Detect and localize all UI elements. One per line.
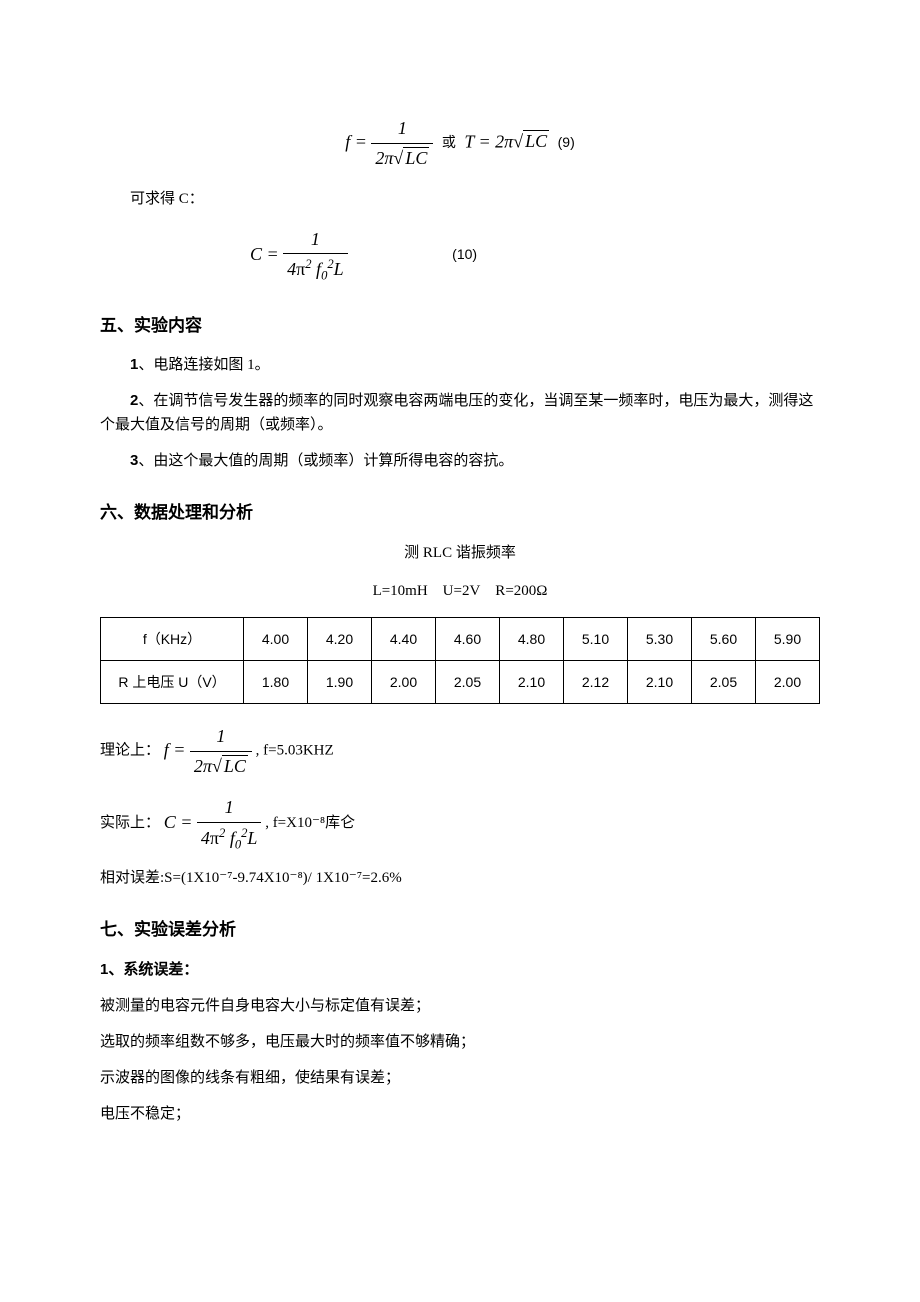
fraction-1-over-2pi-sqrt-lc: 1 2π√LC bbox=[371, 114, 433, 173]
actual-formula: C = 1 4π2 f02L bbox=[164, 793, 262, 855]
section-7-title: 七、实验误差分析 bbox=[100, 916, 820, 943]
f-lhs: f = bbox=[345, 131, 367, 151]
numerator-c: 1 bbox=[283, 225, 348, 255]
theory-suffix: , f=5.03KHZ bbox=[256, 743, 334, 759]
section5-p3: 3、由这个最大值的周期（或频率）计算所得电容的容抗。 bbox=[100, 449, 820, 473]
freq-cell: 4.00 bbox=[244, 617, 308, 660]
p2-text: 、在调节信号发生器的频率的同时观察电容两端电压的变化，当调至某一频率时，电压为最… bbox=[100, 393, 813, 433]
table-row-freq: f（KHz） 4.00 4.20 4.40 4.60 4.80 5.10 5.3… bbox=[101, 617, 820, 660]
volt-cell: 1.90 bbox=[308, 660, 372, 703]
p3-text: 、由这个最大值的周期（或频率）计算所得电容的容抗。 bbox=[138, 453, 513, 469]
freq-cell: 4.20 bbox=[308, 617, 372, 660]
freq-label: f（KHz） bbox=[101, 617, 244, 660]
volt-cell: 1.80 bbox=[244, 660, 308, 703]
section-5-title: 五、实验内容 bbox=[100, 312, 820, 339]
theory-line: 理论上： f = 1 2π√LC , f=5.03KHZ bbox=[100, 722, 820, 781]
theory-prefix: 理论上： bbox=[100, 743, 160, 759]
p1-text: 、电路连接如图 1。 bbox=[138, 357, 269, 373]
volt-cell: 2.12 bbox=[564, 660, 628, 703]
theory-rad: LC bbox=[222, 755, 248, 776]
freq-cell: 4.40 bbox=[372, 617, 436, 660]
volt-cell: 2.00 bbox=[372, 660, 436, 703]
theory-lhs: f = bbox=[164, 740, 186, 760]
volt-cell: 2.10 bbox=[628, 660, 692, 703]
section7-p3: 示波器的图像的线条有粗细，使结果有误差； bbox=[100, 1066, 820, 1090]
freq-cell: 4.60 bbox=[436, 617, 500, 660]
freq-cell: 5.10 bbox=[564, 617, 628, 660]
relative-error: 相对误差:S=(1X10⁻⁷-9.74X10⁻⁸)/ 1X10⁻⁷=2.6% bbox=[100, 866, 820, 890]
voltage-label: R 上电压 U（V） bbox=[101, 660, 244, 703]
sqrt-lc-2: LC bbox=[523, 130, 549, 151]
freq-cell: 5.90 bbox=[756, 617, 820, 660]
volt-cell: 2.10 bbox=[500, 660, 564, 703]
equation-number-9: (9) bbox=[558, 134, 575, 150]
table-params: L=10mH U=2V R=200Ω bbox=[100, 579, 820, 603]
section7-p4: 电压不稳定； bbox=[100, 1102, 820, 1126]
volt-cell: 2.05 bbox=[692, 660, 756, 703]
volt-cell: 2.05 bbox=[436, 660, 500, 703]
section7-p2: 选取的频率组数不够多，电压最大时的频率值不够精确； bbox=[100, 1030, 820, 1054]
sqrt-lc: LC bbox=[403, 147, 429, 168]
formula-9: f = 1 2π√LC 或 T = 2π√LC (9) bbox=[100, 114, 820, 173]
table-row-voltage: R 上电压 U（V） 1.80 1.90 2.00 2.05 2.10 2.12… bbox=[101, 660, 820, 703]
formula-10: C = 1 4π2 f02L (10) bbox=[100, 225, 820, 287]
systematic-error-heading: 1、系统误差： bbox=[100, 958, 820, 982]
t-lhs: T = 2π bbox=[464, 131, 513, 151]
actual-lhs: C = bbox=[164, 812, 193, 832]
derive-c-text: 可求得 C： bbox=[100, 187, 820, 211]
data-table: f（KHz） 4.00 4.20 4.40 4.60 4.80 5.10 5.3… bbox=[100, 617, 820, 705]
numerator: 1 bbox=[371, 114, 433, 144]
freq-cell: 5.30 bbox=[628, 617, 692, 660]
theory-num: 1 bbox=[190, 722, 252, 752]
theory-den-prefix: 2π bbox=[194, 756, 212, 776]
denominator: 2π√LC bbox=[371, 144, 433, 173]
section-6-title: 六、数据处理和分析 bbox=[100, 499, 820, 526]
table-title: 测 RLC 谐振频率 bbox=[100, 541, 820, 565]
actual-num: 1 bbox=[197, 793, 262, 823]
equation-number-10: (10) bbox=[452, 246, 477, 262]
freq-cell: 5.60 bbox=[692, 617, 756, 660]
or-text: 或 bbox=[442, 136, 456, 151]
denominator-c: 4π2 f02L bbox=[283, 254, 348, 286]
section5-p2: 2、在调节信号发生器的频率的同时观察电容两端电压的变化，当调至某一频率时，电压为… bbox=[100, 389, 820, 437]
section5-p1: 1、电路连接如图 1。 bbox=[100, 353, 820, 377]
den-prefix: 2π bbox=[375, 148, 393, 168]
section7-p1: 被测量的电容元件自身电容大小与标定值有误差； bbox=[100, 994, 820, 1018]
actual-suffix: , f=X10⁻⁸库仑 bbox=[265, 815, 355, 831]
actual-line: 实际上： C = 1 4π2 f02L , f=X10⁻⁸库仑 bbox=[100, 793, 820, 855]
actual-prefix: 实际上： bbox=[100, 815, 160, 831]
fraction-c: 1 4π2 f02L bbox=[283, 225, 348, 287]
theory-formula: f = 1 2π√LC bbox=[164, 722, 252, 781]
volt-cell: 2.00 bbox=[756, 660, 820, 703]
freq-cell: 4.80 bbox=[500, 617, 564, 660]
c-lhs: C = bbox=[250, 243, 279, 263]
